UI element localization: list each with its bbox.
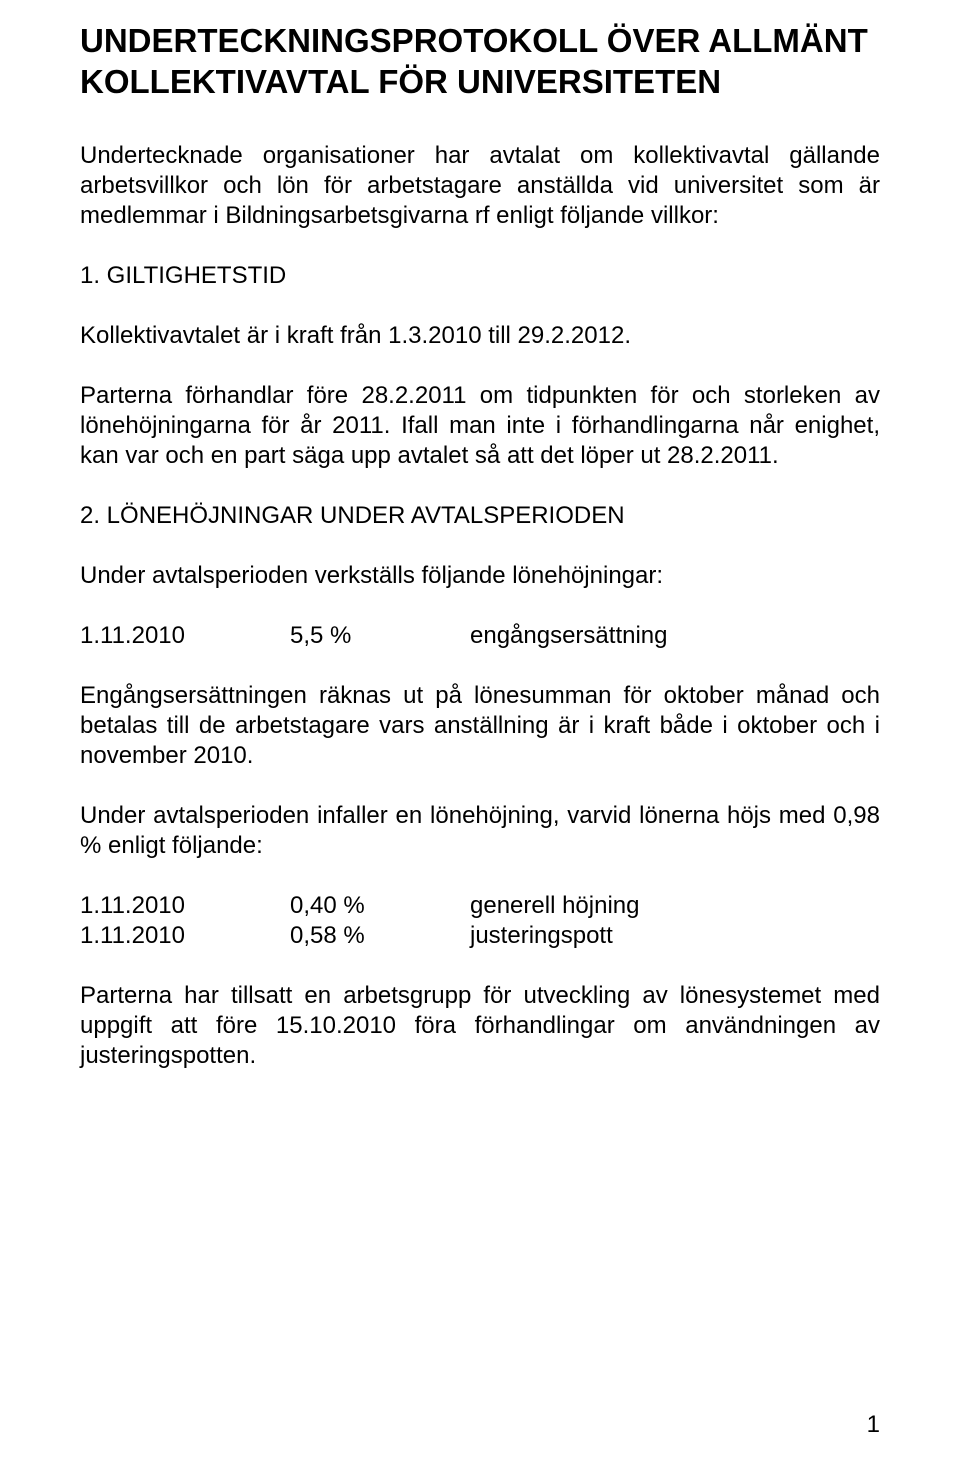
payment-row-3-date: 1.11.2010: [80, 921, 290, 951]
page-number: 1: [867, 1411, 880, 1439]
section-2-paragraph-2: Engångsersättningen räknas ut på lönesum…: [80, 681, 880, 771]
section-2-heading: 2. LÖNEHÖJNINGAR UNDER AVTALSPERIODEN: [80, 501, 880, 531]
payment-row-2-label: generell höjning: [470, 891, 639, 921]
document-title: UNDERTECKNINGSPROTOKOLL ÖVER ALLMÄNT KOL…: [80, 20, 880, 103]
payment-row-3-label: justeringspott: [470, 921, 639, 951]
payment-rows-2-3: 1.11.2010 0,40 % generell höjning 1.11.2…: [80, 891, 639, 951]
section-2-paragraph-4: Parterna har tillsatt en arbetsgrupp för…: [80, 981, 880, 1071]
payment-row-3-pct: 0,58 %: [290, 921, 470, 951]
document-page: UNDERTECKNINGSPROTOKOLL ÖVER ALLMÄNT KOL…: [0, 0, 960, 1467]
section-1-heading: 1. GILTIGHETSTID: [80, 261, 880, 291]
section-1-paragraph-1: Kollektivavtalet är i kraft från 1.3.201…: [80, 321, 880, 351]
payment-row-2-date: 1.11.2010: [80, 891, 290, 921]
payment-row-2-pct: 0,40 %: [290, 891, 470, 921]
intro-paragraph: Undertecknade organisationer har avtalat…: [80, 141, 880, 231]
payment-row-1-label: engångsersättning: [470, 621, 667, 651]
payment-row-1: 1.11.2010 5,5 % engångsersättning: [80, 621, 667, 651]
payment-row-1-date: 1.11.2010: [80, 621, 290, 651]
payment-row-1-pct: 5,5 %: [290, 621, 470, 651]
section-1-paragraph-2: Parterna förhandlar före 28.2.2011 om ti…: [80, 381, 880, 471]
section-2-paragraph-1: Under avtalsperioden verkställs följande…: [80, 561, 880, 591]
section-2-paragraph-3: Under avtalsperioden infaller en lönehöj…: [80, 801, 880, 861]
